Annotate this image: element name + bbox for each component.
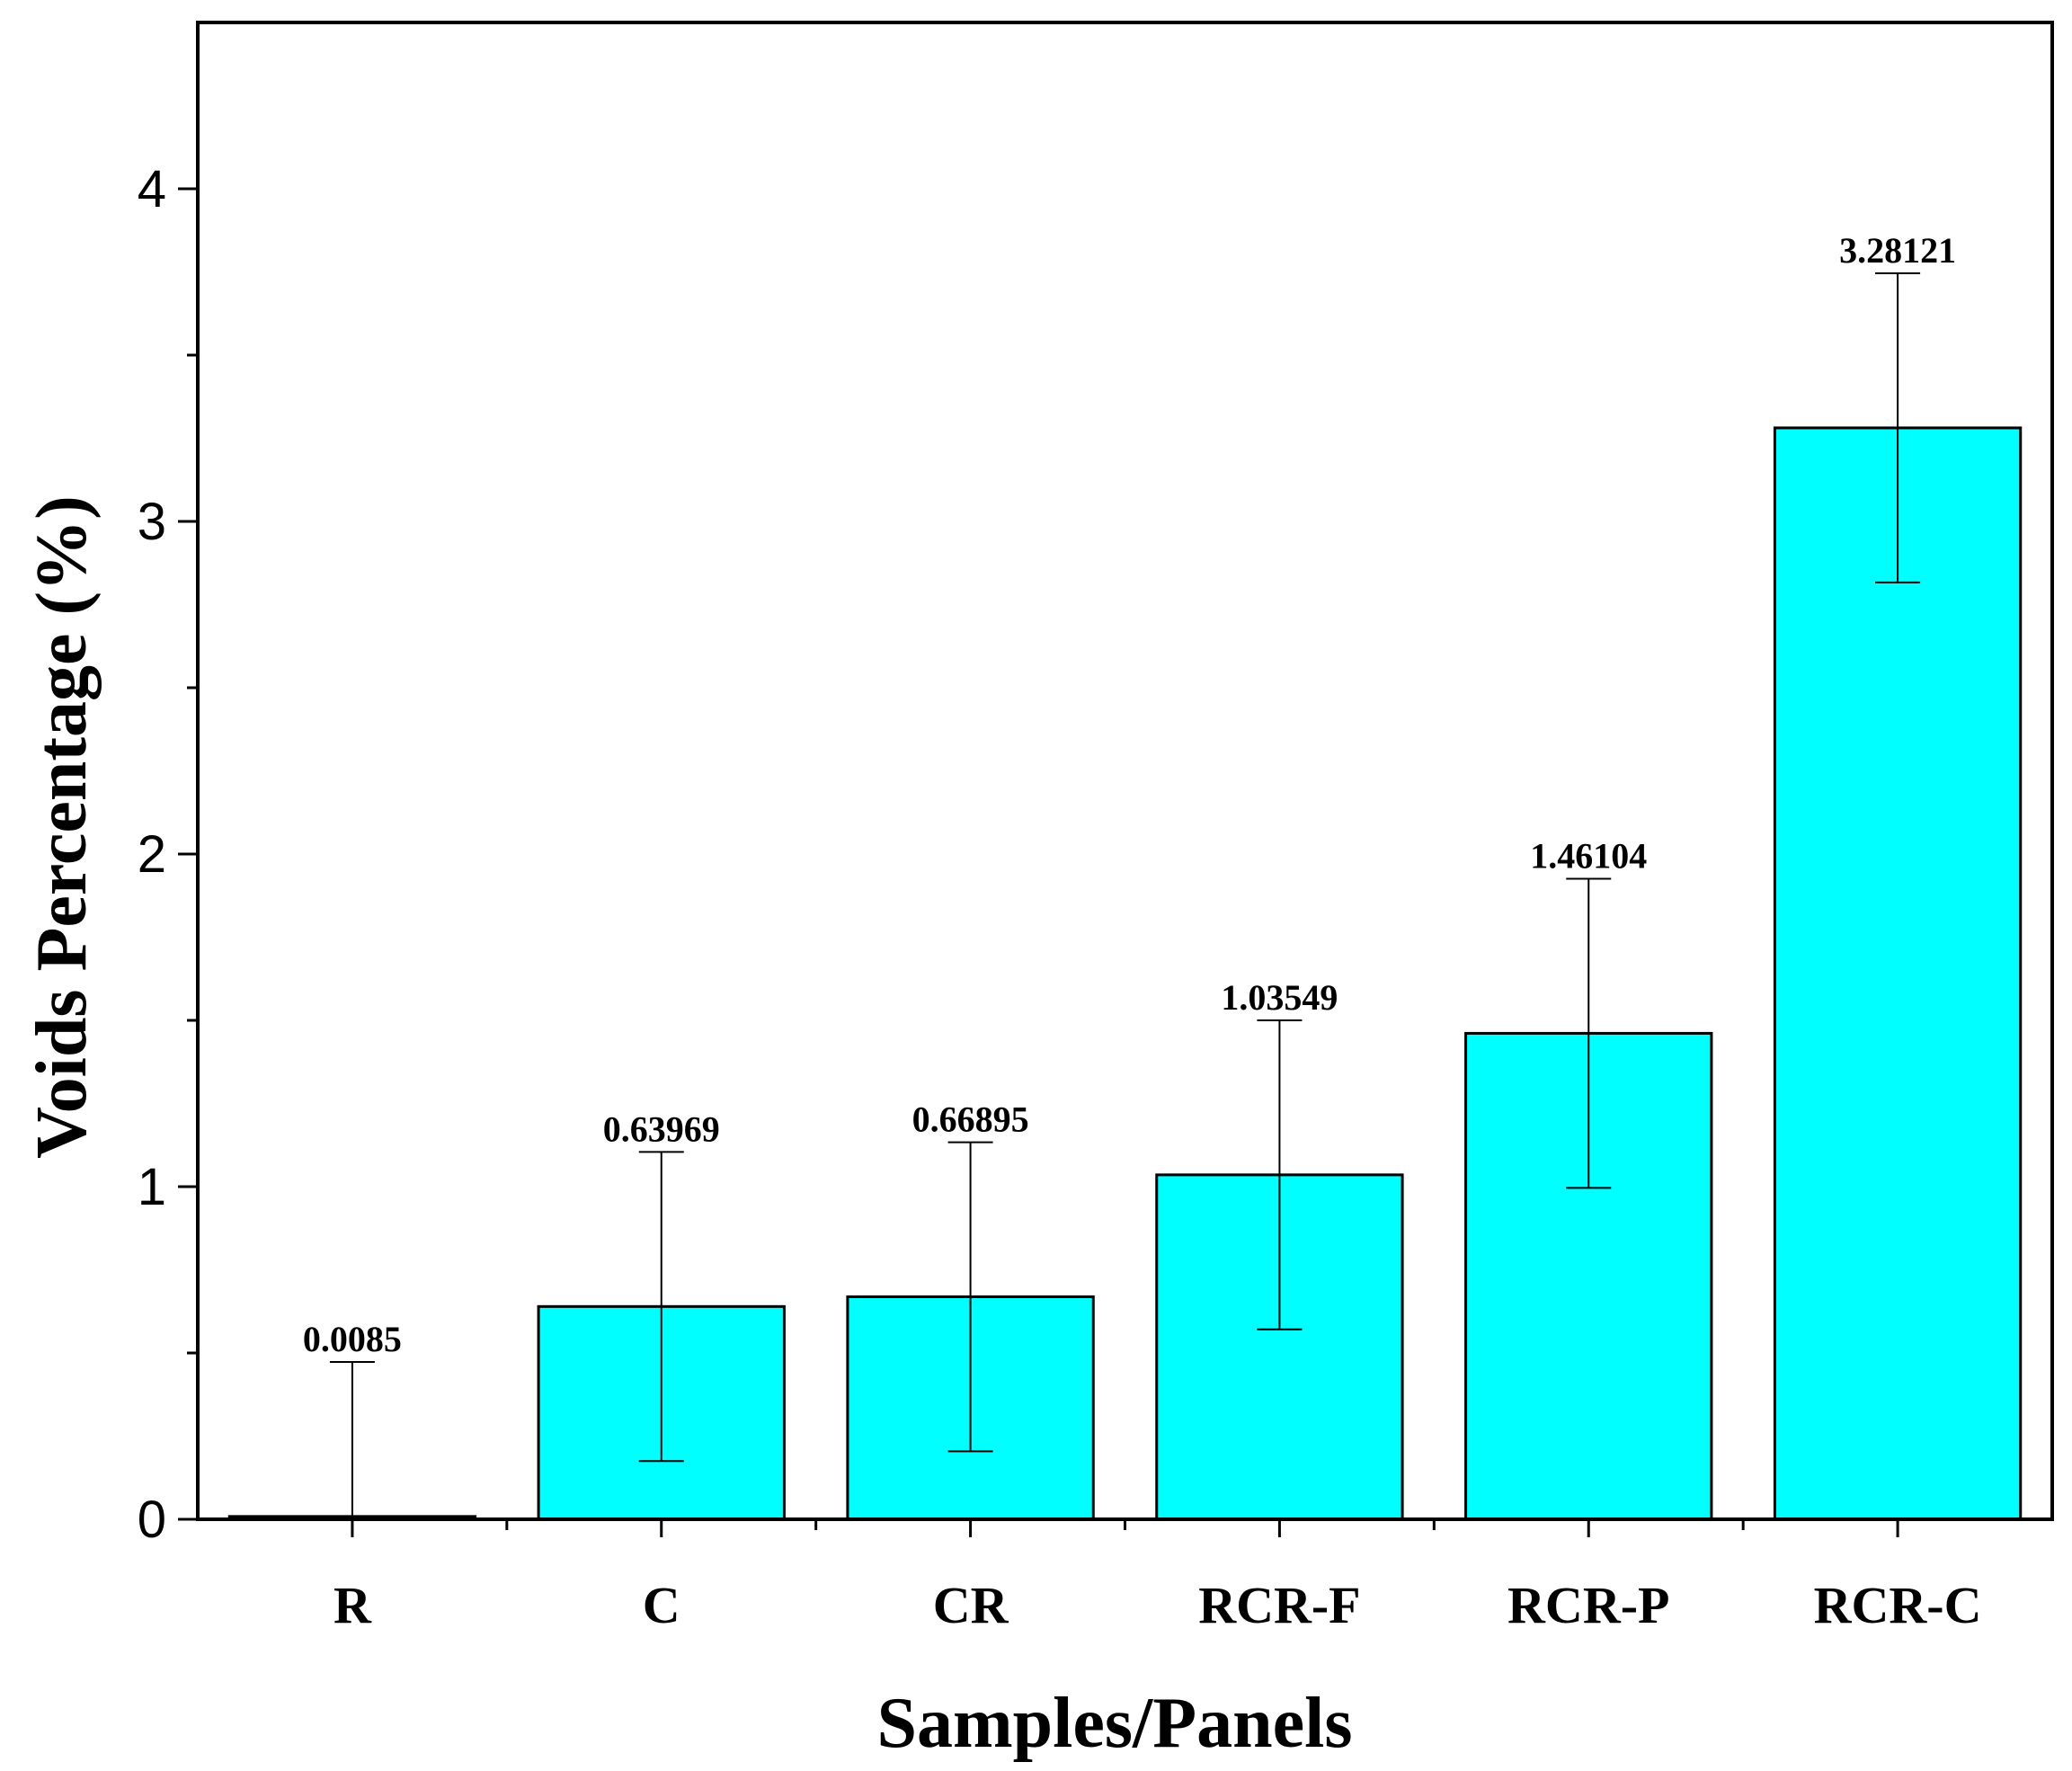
y-axis-title: Voids Percentage (%) [22,495,102,1159]
value-label-rcr-p: 1.46104 [1530,836,1647,877]
bar-rcr-c [1773,426,2023,1521]
x-tick-label-rcr-p: RCR-P [1507,1576,1669,1634]
x-tick-label-r: R [333,1576,372,1634]
value-label-c: 0.63969 [603,1108,720,1149]
x-tick-label-cr: CR [933,1576,1009,1634]
y-tick-label-3: 3 [138,493,166,551]
y-tick-label-2: 2 [138,825,166,884]
value-label-cr: 0.66895 [912,1099,1029,1140]
x-axis-title: Samples/Panels [877,1684,1353,1763]
value-label-rcr-f: 1.03549 [1221,977,1338,1018]
bars-layer [227,426,2023,1521]
error-bars-layer [329,272,1921,1519]
y-tick-label-1: 1 [138,1158,166,1216]
y-tick-label-4: 4 [138,160,166,218]
x-tick-label-c: C [643,1576,680,1634]
ticks-layer: R C CR RCR-F RCR-P RCR-C 0 1 2 3 4 [138,160,1982,1634]
value-labels-layer: 0.0085 0.63969 0.66895 1.03549 1.46104 3.2812… [303,230,1956,1359]
y-tick-label-0: 0 [138,1491,166,1549]
value-label-r: 0.0085 [303,1319,402,1359]
x-tick-label-rcr-f: RCR-F [1198,1576,1360,1634]
x-tick-label-rcr-c: RCR-C [1814,1576,1982,1634]
value-label-rcr-c: 3.28121 [1839,230,1956,271]
